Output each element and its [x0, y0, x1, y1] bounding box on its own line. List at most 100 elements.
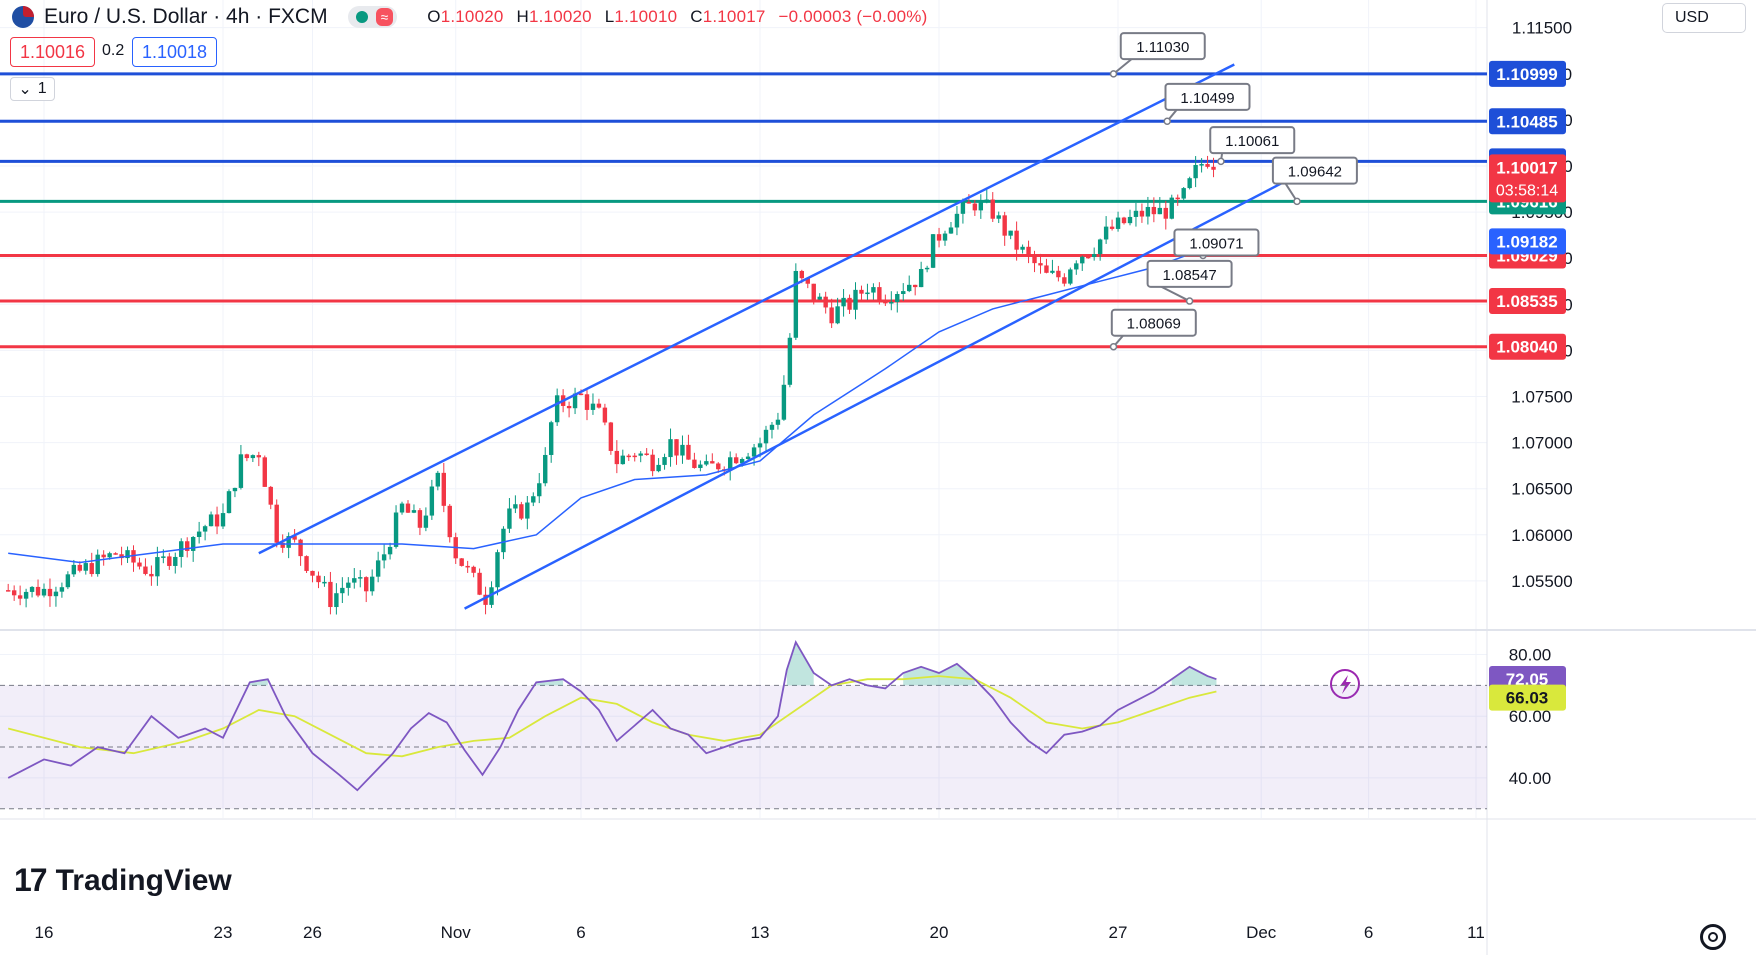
candle-body: [745, 456, 751, 460]
candle-body: [1193, 164, 1198, 179]
candle-body: [316, 575, 321, 583]
candle-body: [149, 573, 154, 577]
candle-body: [101, 554, 106, 558]
ohlc-high-key: H: [516, 7, 529, 26]
candle: [733, 453, 739, 465]
candle-body: [495, 552, 500, 588]
candle-body: [525, 502, 530, 519]
candle: [381, 544, 387, 569]
candle: [208, 511, 214, 527]
market-status-pill[interactable]: ≈: [347, 6, 398, 28]
price-axis-tick: 1.07000: [1511, 434, 1572, 453]
candle-body: [877, 287, 882, 301]
candle: [459, 558, 464, 567]
time-axis-tick: 11: [1467, 923, 1485, 942]
price-callouts: 1.11030 1.10499 1.10061 1.09642 1.09071 1.085…: [1109, 32, 1358, 351]
candle-body: [513, 504, 518, 509]
candle: [155, 546, 160, 586]
axis-badge-0: 1.09182: [1489, 228, 1566, 255]
candle-body: [1139, 210, 1145, 217]
currency-selector[interactable]: USD: [1662, 3, 1746, 33]
buy-price-button[interactable]: 1.10018: [132, 37, 218, 67]
candle-body: [185, 541, 190, 551]
candle-body: [405, 503, 411, 513]
candle: [972, 199, 978, 216]
candle-body: [1086, 256, 1091, 259]
candle-body: [716, 463, 721, 470]
callout-label: 1.10061: [1225, 133, 1279, 150]
candle: [817, 293, 822, 300]
candle-body: [972, 203, 978, 211]
time-axis-tick: 16: [35, 923, 54, 942]
candle: [226, 489, 232, 514]
callout-6: 1.08069: [1109, 308, 1197, 351]
candle-body: [948, 227, 954, 234]
candle: [531, 492, 536, 507]
candle: [375, 551, 381, 583]
price-axis-tick: 1.05500: [1511, 572, 1572, 591]
candle-body: [537, 483, 542, 497]
candle: [328, 571, 333, 615]
candle: [602, 403, 608, 426]
settings-gear-icon[interactable]: [1700, 924, 1726, 950]
candle-body: [608, 422, 614, 451]
candle-body: [954, 213, 960, 228]
candle: [1008, 230, 1013, 240]
price-axis-tick: 1.07500: [1511, 387, 1572, 406]
callout-anchor-dot: [1293, 197, 1301, 206]
candle-body: [751, 447, 757, 457]
candle: [895, 291, 900, 313]
candle-body: [1068, 269, 1073, 284]
candle: [202, 524, 208, 541]
ohlc-close-key: C: [690, 7, 703, 26]
candle-body: [190, 537, 196, 551]
candle-body: [507, 508, 512, 529]
candle-body: [805, 278, 810, 284]
candle-body: [769, 424, 775, 430]
candle-body: [662, 457, 667, 465]
candle: [763, 425, 769, 452]
candle-body: [286, 536, 291, 548]
callout-anchor-dot: [1217, 157, 1225, 166]
candle: [220, 503, 226, 529]
price-axis-tick: 1.06500: [1511, 480, 1572, 499]
price-axis-tick: 1.11500: [1512, 19, 1572, 38]
candle-body: [1115, 217, 1121, 229]
candle-body: [787, 337, 793, 385]
callout-label: 1.11030: [1136, 39, 1189, 56]
candle: [1193, 156, 1198, 188]
candle-body: [71, 564, 77, 575]
symbol-title[interactable]: Euro / U.S. Dollar · 4h · FXCM: [44, 5, 328, 28]
candle-body: [125, 550, 130, 559]
callout-label: 1.08547: [1162, 267, 1216, 284]
candle-body: [304, 556, 309, 571]
candle-body: [632, 455, 637, 458]
market-open-dot-icon: [355, 11, 368, 23]
indicators-toggle-button[interactable]: ⌄ 1: [10, 77, 55, 101]
candle: [835, 297, 840, 325]
candle: [369, 569, 375, 596]
candle: [877, 282, 882, 305]
candle-body: [907, 284, 912, 292]
callout-box: [1164, 82, 1251, 111]
candle-body: [352, 578, 357, 583]
candle: [948, 222, 954, 234]
candle: [656, 458, 661, 473]
sell-price-button[interactable]: 1.10016: [10, 37, 96, 67]
candle: [399, 501, 405, 515]
callout-box: [1271, 156, 1358, 185]
candle: [441, 462, 446, 513]
candle: [1211, 157, 1216, 178]
candle: [704, 454, 709, 467]
candle: [829, 298, 834, 329]
time-axis-tick: Dec: [1246, 923, 1277, 942]
candle-body: [292, 536, 297, 540]
candle-body: [1151, 206, 1157, 215]
candle-body: [531, 496, 536, 503]
level-badge-0-label: 1.10999: [1496, 65, 1557, 84]
candle: [125, 546, 130, 563]
candle-body: [590, 403, 596, 410]
candle: [954, 206, 960, 236]
